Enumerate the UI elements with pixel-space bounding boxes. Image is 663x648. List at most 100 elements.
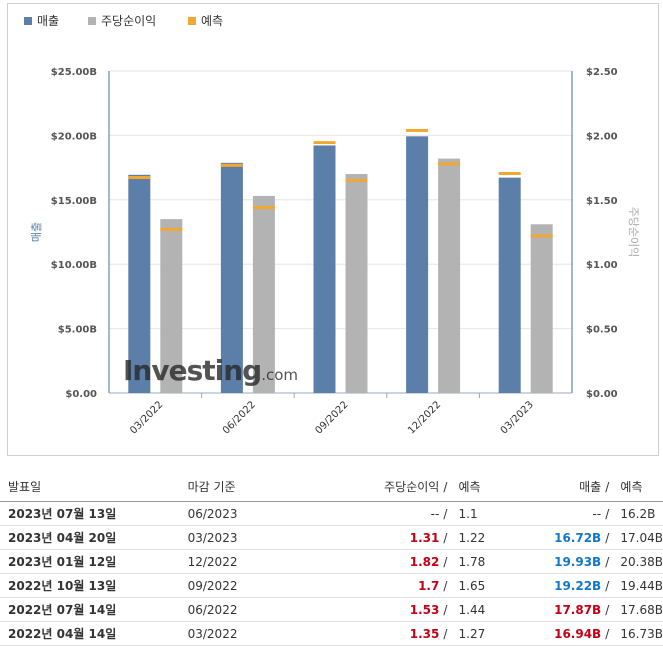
row-revenue: 19.22B	[513, 573, 606, 598]
row-revenue-forecast: 16.73B	[614, 621, 663, 646]
bar-eps	[345, 174, 368, 393]
header-eps[interactable]: 주당순이익	[314, 472, 444, 502]
row-sep: /	[605, 573, 615, 598]
row-period: 06/2023	[179, 501, 315, 526]
header-revenue[interactable]: 매출	[513, 472, 606, 502]
row-revenue-forecast: 17.04B	[614, 525, 663, 550]
row-revenue-forecast: 16.2B	[614, 501, 663, 526]
y-tick-right: $1.00	[586, 260, 618, 271]
table-row: 2023년 04월 20일 03/2023 1.31/1.22 16.72B/17.0…	[0, 525, 663, 550]
table-row: 2023년 01월 12일 12/2022 1.82/1.78 19.93B/20.3…	[0, 549, 663, 574]
x-tick-label: 03/2022	[128, 399, 165, 436]
y-tick-left: $25.00B	[51, 67, 97, 78]
row-sep: /	[605, 597, 615, 622]
x-tick-label: 09/2022	[313, 399, 350, 436]
row-revenue: --	[513, 501, 606, 526]
row-date: 2023년 01월 12일	[0, 549, 180, 574]
row-date: 2023년 07월 13일	[0, 501, 180, 526]
forecast-marker-revenue	[313, 141, 336, 145]
y-tick-right: $2.00	[586, 131, 618, 142]
table-row: 2022년 07월 14일 06/2022 1.53/1.44 17.87B/17.6…	[0, 597, 663, 622]
row-date: 2022년 04월 14일	[0, 621, 180, 646]
legend-item-forecast[interactable]: 예측	[188, 12, 223, 29]
x-tick-label: 06/2022	[221, 399, 258, 436]
header-sep: /	[443, 472, 453, 502]
x-tick-label: 03/2023	[499, 399, 536, 436]
row-period: 06/2022	[179, 597, 315, 622]
row-period: 03/2023	[179, 525, 315, 550]
row-date: 2022년 10월 13일	[0, 573, 180, 598]
table-header-row: 발표일 마감 기준 주당순이익 / 예측 매출 / 예측	[0, 472, 663, 502]
row-sep: /	[605, 549, 615, 574]
row-eps: 1.82	[314, 549, 444, 574]
y-tick-right: $1.50	[586, 196, 618, 207]
bar-revenue	[498, 177, 521, 393]
y-tick-left: $10.00B	[51, 260, 97, 271]
row-eps-forecast: 1.65	[452, 573, 514, 598]
row-sep: /	[605, 621, 615, 646]
forecast-marker-eps	[252, 206, 275, 210]
row-sep: /	[443, 501, 453, 526]
row-sep: /	[443, 525, 453, 550]
header-eps-forecast[interactable]: 예측	[452, 472, 514, 502]
row-sep: /	[605, 501, 615, 526]
header-period[interactable]: 마감 기준	[179, 472, 315, 502]
investing-watermark-logo: Investing.com	[123, 354, 299, 387]
row-eps: 1.53	[314, 597, 444, 622]
y-tick-right: $0.00	[586, 389, 618, 400]
legend-item-revenue[interactable]: 매출	[24, 12, 59, 29]
forecast-marker-eps	[530, 234, 553, 238]
legend-swatch-eps	[88, 16, 96, 25]
row-eps-forecast: 1.1	[452, 501, 514, 526]
legend-label-revenue: 매출	[37, 14, 60, 28]
legend-swatch-forecast	[188, 16, 196, 25]
bar-eps	[252, 195, 275, 393]
bar-revenue	[128, 174, 151, 393]
x-tick-label: 12/2022	[406, 399, 443, 436]
row-date: 2022년 07월 14일	[0, 597, 180, 622]
bar-eps	[160, 219, 183, 393]
bar-eps	[438, 158, 461, 393]
bar-revenue	[220, 162, 243, 393]
row-revenue-forecast: 19.44B	[614, 573, 663, 598]
y-axis-title-left: 매출	[30, 222, 43, 242]
y-axis-title-right: 주당순이익	[627, 207, 640, 258]
legend-label-forecast: 예측	[201, 14, 224, 28]
table-row: 2023년 07월 13일 06/2023 --/1.1 --/16.2B	[0, 501, 663, 526]
row-revenue: 17.87B	[513, 597, 606, 622]
y-tick-right: $2.50	[586, 67, 618, 78]
header-revenue-forecast[interactable]: 예측	[614, 472, 663, 502]
row-period: 03/2022	[179, 621, 315, 646]
bar-revenue	[313, 145, 336, 393]
header-date[interactable]: 발표일	[0, 472, 180, 502]
legend-item-eps[interactable]: 주당순이익	[88, 12, 156, 29]
row-revenue: 16.72B	[513, 525, 606, 550]
forecast-marker-eps	[160, 227, 183, 231]
row-eps: 1.35	[314, 621, 444, 646]
row-sep: /	[605, 525, 615, 550]
row-eps-forecast: 1.78	[452, 549, 514, 574]
bar-revenue	[406, 136, 429, 393]
row-eps-forecast: 1.44	[452, 597, 514, 622]
forecast-marker-revenue	[406, 129, 429, 133]
forecast-marker-revenue	[128, 176, 151, 180]
row-sep: /	[443, 573, 453, 598]
legend-swatch-revenue	[24, 16, 32, 25]
row-eps-forecast: 1.22	[452, 525, 514, 550]
header-sep: /	[605, 472, 615, 502]
y-tick-right: $0.50	[586, 325, 618, 336]
table-row: 2022년 10월 13일 09/2022 1.7/1.65 19.22B/19.44…	[0, 573, 663, 598]
row-eps: 1.31	[314, 525, 444, 550]
table-row: 2022년 04월 14일 03/2022 1.35/1.27 16.94B/16.7…	[0, 621, 663, 646]
forecast-marker-revenue	[220, 163, 243, 167]
forecast-marker-revenue	[498, 172, 521, 176]
row-period: 12/2022	[179, 549, 315, 574]
earnings-chart: 매출 주당순이익 예측 $0.00 $0.00 $5.00B $0.50 $10.00B…	[7, 3, 659, 456]
row-sep: /	[443, 621, 453, 646]
y-tick-left: $0.00	[65, 389, 97, 400]
row-revenue-forecast: 20.38B	[614, 549, 663, 574]
row-eps: 1.7	[314, 573, 444, 598]
row-sep: /	[443, 597, 453, 622]
y-tick-left: $20.00B	[51, 131, 97, 142]
y-tick-left: $15.00B	[51, 196, 97, 207]
